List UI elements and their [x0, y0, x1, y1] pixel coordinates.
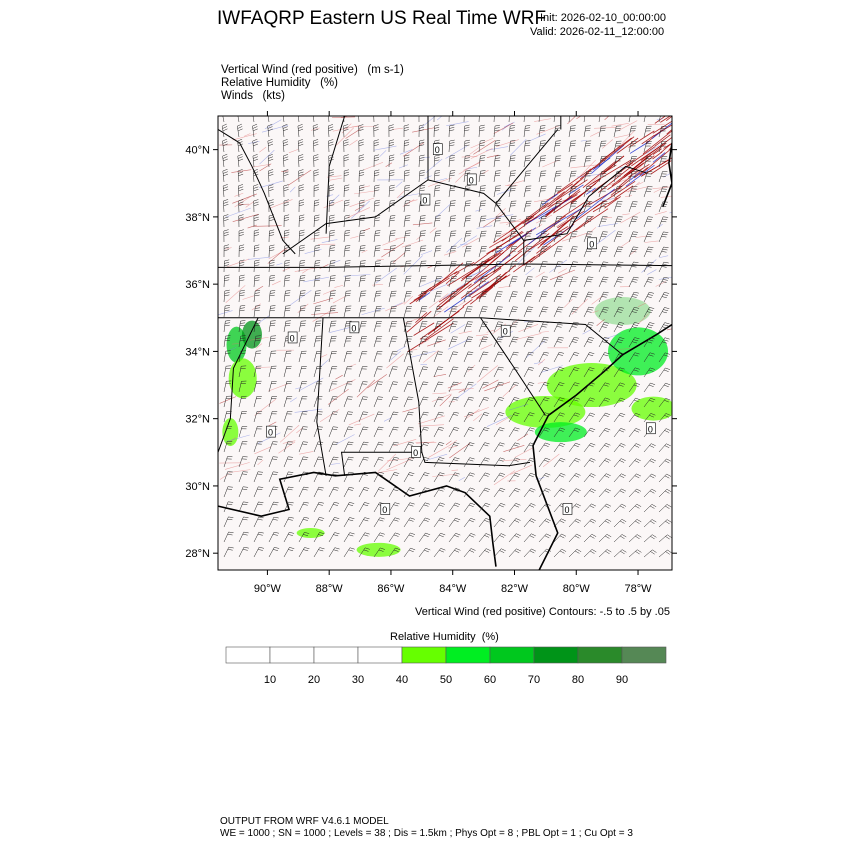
colorbar-box	[269, 646, 315, 664]
colorbar-label: 40	[396, 674, 408, 686]
lat-tick-label: 28°N	[185, 548, 210, 560]
colorbar-label: 20	[308, 674, 320, 686]
colorbar-box	[357, 646, 403, 664]
field-name: Relative Humidity	[221, 77, 311, 89]
colorbar-label: 10	[264, 674, 276, 686]
colorbar-title-text: Relative Humidity	[390, 631, 476, 643]
field-name: Winds	[221, 90, 253, 102]
lat-tick-label: 36°N	[185, 279, 210, 291]
model-config: WE = 1000 ; SN = 1000 ; Levels = 38 ; Di…	[220, 828, 633, 839]
zero-label: 0	[648, 424, 653, 434]
lat-tick-label: 32°N	[185, 414, 210, 426]
lon-tick-label: 90°W	[254, 583, 282, 595]
zero-label: 0	[589, 239, 594, 249]
map-frame	[217, 115, 673, 571]
lat-tick-label: 40°N	[185, 145, 210, 157]
lon-tick-label: 78°W	[625, 583, 653, 595]
field-unit: (%)	[320, 77, 338, 89]
zero-label: 0	[382, 505, 387, 515]
colorbar-label: 60	[484, 674, 496, 686]
field-label-vertical-wind: Vertical Wind (red positive) (m s-1)	[221, 64, 404, 76]
colorbar-unit: (%)	[481, 631, 499, 643]
zero-label: 0	[469, 175, 474, 185]
lon-tick-label: 82°W	[501, 583, 529, 595]
zero-label: 0	[413, 448, 418, 458]
colorbar-box	[445, 646, 491, 664]
axis-ticks: 40°N 38°N 36°N 34°N 32°N 30°N 28°N 90°W 88°W 86°W…	[185, 111, 677, 595]
plot-title: IWFAQRP Eastern US Real Time WRF	[217, 8, 547, 29]
colorbar-box	[489, 646, 535, 664]
lon-tick-label: 86°W	[377, 583, 405, 595]
init-time: Init: 2026-02-10_00:00:00	[540, 12, 666, 24]
field-label-winds: Winds (kts)	[221, 90, 285, 102]
lat-tick-label: 38°N	[185, 212, 210, 224]
lon-tick-label: 88°W	[316, 583, 344, 595]
lat-tick-label: 30°N	[185, 481, 210, 493]
vertical-wind-contours	[218, 116, 672, 486]
field-label-relative-humidity: Relative Humidity (%)	[221, 77, 338, 89]
field-name: Vertical Wind (red positive)	[221, 64, 358, 76]
humidity-shading-layer	[222, 297, 672, 557]
zero-label: 0	[290, 333, 295, 343]
zero-label: 0	[435, 145, 440, 155]
field-unit: (m s-1)	[367, 64, 404, 76]
zero-contour-labels: 0 0 0 0 0 0 0 0 0 0 0 0	[266, 143, 656, 515]
zero-label: 0	[564, 505, 569, 515]
contour-info: Vertical Wind (red positive) Contours: -…	[415, 606, 670, 618]
weather-map: 0 0 0 0 0 0 0 0 0 0 0 0 40°N 38°N 36°N 34°N 32°N 30°N 28°…	[185, 111, 677, 595]
lon-tick-label: 80°W	[563, 583, 591, 595]
zero-label: 0	[503, 327, 508, 337]
humidity-colorbar: 10 20 30 40 50 60 70 80 90	[225, 646, 667, 686]
colorbar-box	[533, 646, 579, 664]
colorbar-label: 80	[572, 674, 584, 686]
colorbar-label: 30	[352, 674, 364, 686]
valid-time: Valid: 2026-02-11_12:00:00	[530, 26, 665, 38]
state-borders	[218, 116, 672, 570]
colorbar-label: 50	[440, 674, 452, 686]
zero-label: 0	[268, 428, 273, 438]
colorbar-label: 90	[616, 674, 628, 686]
lat-tick-label: 34°N	[185, 346, 210, 358]
colorbar-box	[401, 646, 447, 664]
lon-tick-label: 84°W	[439, 583, 467, 595]
zero-label: 0	[351, 323, 356, 333]
colorbar-box	[577, 646, 623, 664]
colorbar-box	[313, 646, 359, 664]
model-info: OUTPUT FROM WRF V4.6.1 MODEL	[220, 816, 389, 827]
colorbar-box	[225, 646, 271, 664]
zero-label: 0	[422, 196, 427, 206]
wind-barbs-layer	[221, 116, 672, 558]
field-unit: (kts)	[262, 90, 285, 102]
colorbar-label: 70	[528, 674, 540, 686]
colorbar-box	[621, 646, 667, 664]
colorbar-title: Relative Humidity (%)	[390, 631, 499, 643]
